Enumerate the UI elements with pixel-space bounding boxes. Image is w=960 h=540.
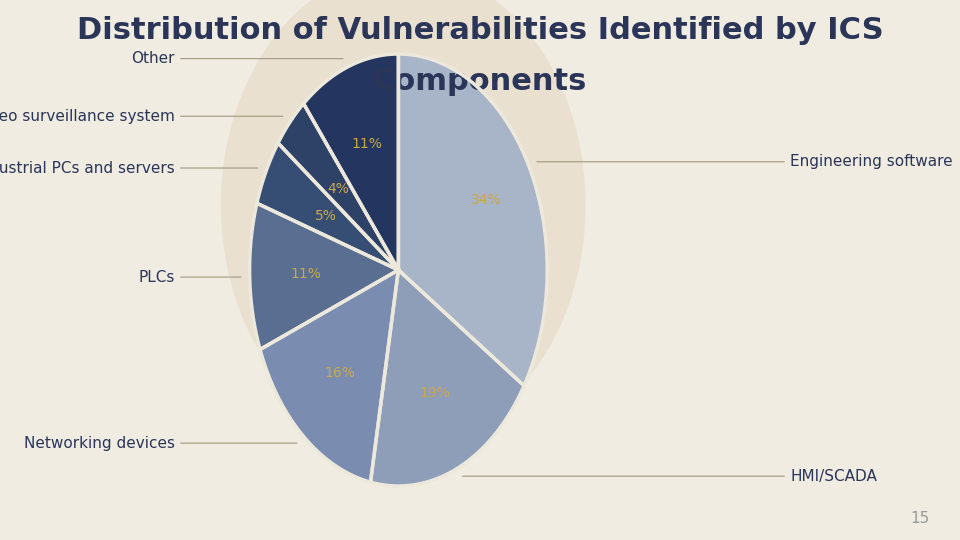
Text: 15: 15 [911, 511, 930, 526]
Text: Industrial PCs and servers: Industrial PCs and servers [0, 160, 257, 176]
Text: 16%: 16% [324, 366, 355, 380]
Text: Components: Components [372, 68, 588, 97]
Text: Networking devices: Networking devices [24, 436, 297, 450]
Text: Other: Other [132, 51, 344, 66]
Text: Engineering software: Engineering software [537, 154, 952, 169]
Text: 11%: 11% [351, 137, 383, 151]
Text: Distribution of Vulnerabilities Identified by ICS: Distribution of Vulnerabilities Identifi… [77, 16, 883, 45]
Polygon shape [398, 54, 547, 386]
Polygon shape [278, 104, 398, 270]
Text: 5%: 5% [315, 209, 336, 223]
Ellipse shape [221, 0, 586, 443]
Polygon shape [303, 54, 398, 270]
Polygon shape [371, 270, 524, 486]
Text: PLCs: PLCs [138, 269, 241, 285]
Polygon shape [250, 203, 398, 349]
Text: Industrial video surveillance system: Industrial video surveillance system [0, 109, 283, 124]
Text: 19%: 19% [420, 386, 450, 400]
Text: HMI/SCADA: HMI/SCADA [463, 469, 876, 484]
Polygon shape [257, 143, 398, 270]
Polygon shape [260, 270, 398, 482]
Text: 4%: 4% [327, 181, 349, 195]
Text: 34%: 34% [470, 193, 501, 207]
Text: 11%: 11% [291, 267, 322, 281]
